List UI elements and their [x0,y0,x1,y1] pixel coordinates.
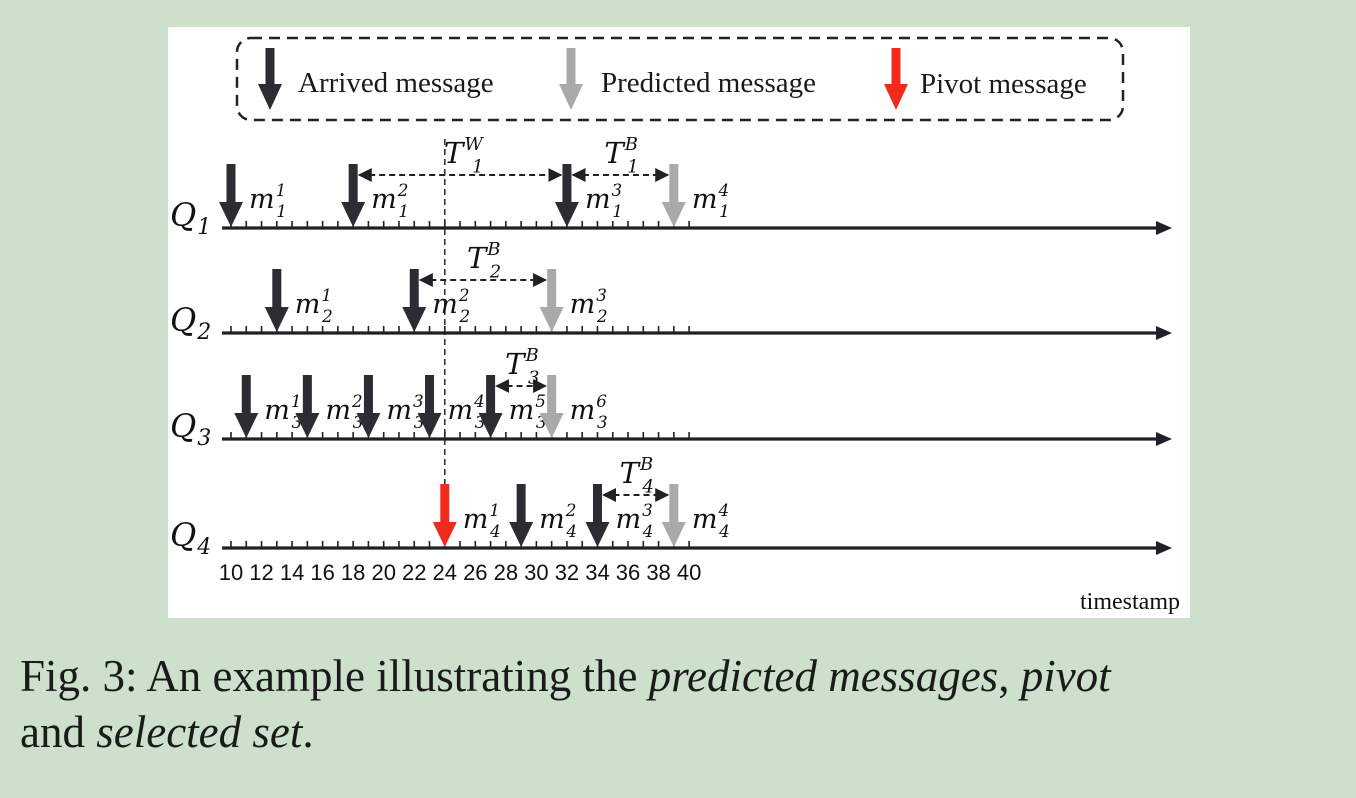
message-label: m4 1 [692,180,730,221]
message-label: m1 2 [295,285,333,326]
arrived-arrow-icon [258,48,282,110]
message-label: m4 4 [692,500,730,541]
predicted-message-arrow [661,164,686,227]
queue-1: Q1 m1 1 m2 1 m3 1 m4 1 TW 1 TB 1 [170,134,1172,240]
legend-arrived-label: Arrived message [298,67,494,99]
caption-suffix: . [302,707,314,757]
arrived-message-arrow [509,484,534,547]
arrived-message-arrow [402,269,427,332]
caption-term-selected: selected set [96,707,303,757]
queue-3: Q3 m1 3 m2 3 m3 3 m4 3 m5 3 m6 3 TB 3 [170,345,1172,451]
time-axis-labels: 10 12 14 16 18 20 22 24 26 28 30 32 34 36 38 40 [219,560,702,585]
axis-tick-label: 18 [341,560,365,585]
predicted-message-arrow [661,484,686,547]
pivot-arrow-icon [884,48,908,110]
interval-label: TB 2 [467,239,501,283]
axis-tick-label: 36 [616,560,640,585]
legend-frame [235,36,1125,122]
message-label: m2 1 [371,180,409,221]
axis-tick-label: 16 [310,560,334,585]
message-label: m6 3 [570,391,608,432]
arrived-message-arrow [341,164,366,227]
figure-caption: Fig. 3: An example illustrating the pred… [20,648,1350,760]
message-label: m3 4 [615,500,653,541]
message-label: m2 4 [539,500,577,541]
interval-label: TB 4 [620,454,654,498]
message-label: m3 3 [386,391,424,432]
legend-pivot-label: Pivot message [920,68,1087,100]
axis-tick-label: 28 [494,560,518,585]
message-label: m4 3 [448,391,486,432]
caption-term-predicted: predicted messages [648,651,999,701]
arrived-message-arrow [554,164,579,227]
axis-tick-label: 24 [433,560,457,585]
message-label: m1 1 [249,180,287,221]
queue-label: Q3 [170,407,211,451]
axis-tick-label: 32 [555,560,579,585]
axis-arrowhead [1156,221,1172,235]
arrived-message-arrow [356,375,381,438]
legend-predicted-label: Predicted message [601,67,816,99]
message-label: m3 1 [585,180,623,221]
predicted-message-arrow [539,269,564,332]
message-label: m1 4 [463,500,501,541]
message-label: m1 3 [264,391,302,432]
axis-tick-label: 26 [463,560,487,585]
interval-label: TW 1 [444,134,484,178]
interval-label: TB 1 [604,134,638,178]
axis-tick-label: 34 [585,560,609,585]
message-label: m2 2 [432,285,470,326]
axis-tick-label: 38 [646,560,670,585]
message-label: m2 3 [325,391,363,432]
message-label: m5 3 [509,391,547,432]
arrived-message-arrow [219,164,243,227]
axis-tick-label: 22 [402,560,426,585]
arrived-message-arrow [478,375,503,438]
axis-arrowhead [1156,541,1172,555]
legend: Arrived message Predicted message Pivot … [235,36,1125,122]
arrived-message-arrow [295,375,320,438]
arrived-message-arrow [417,375,442,438]
queue-label: Q2 [170,301,211,345]
arrived-message-arrow [234,375,259,438]
queue-timelines: Q1 m1 1 m2 1 m3 1 m4 1 TW 1 TB 1 Q2 m1 2 m2 2 m3 2 TB 2 Q3 m1 3 m… [170,134,1172,560]
queue-2: Q2 m1 2 m2 2 m3 2 TB 2 [170,239,1172,345]
queue-label: Q4 [170,516,211,560]
arrived-message-arrow [585,484,610,547]
caption-term-pivot: pivot [1020,651,1111,701]
axis-tick-label: 20 [371,560,395,585]
caption-separator: , [998,651,1021,701]
axis-tick-label: 10 [219,560,243,585]
figure-panel: Arrived message Predicted message Pivot … [168,27,1190,618]
axis-arrowhead [1156,432,1172,446]
interval-label: TB 3 [505,345,539,389]
message-label: m3 2 [570,285,608,326]
predicted-arrow-icon [559,48,583,110]
predicted-message-arrow [539,375,564,438]
axis-unit-label: timestamp [1080,589,1180,615]
timeline-diagram: Arrived message Predicted message Pivot … [170,36,1180,615]
axis-arrowhead [1156,326,1172,340]
axis-tick-label: 30 [524,560,548,585]
queue-label: Q1 [170,196,211,240]
axis-tick-label: 14 [280,560,304,585]
caption-line2-prefix: and [20,707,97,757]
axis-tick-label: 40 [677,560,701,585]
queue-4: Q4 m1 4 m2 4 m3 4 m4 4 TB 4 [170,454,1172,560]
pivot-message-arrow [432,484,457,547]
arrived-message-arrow [264,269,289,332]
caption-prefix: Fig. 3: An example illustrating the [20,651,649,701]
axis-tick-label: 12 [249,560,273,585]
